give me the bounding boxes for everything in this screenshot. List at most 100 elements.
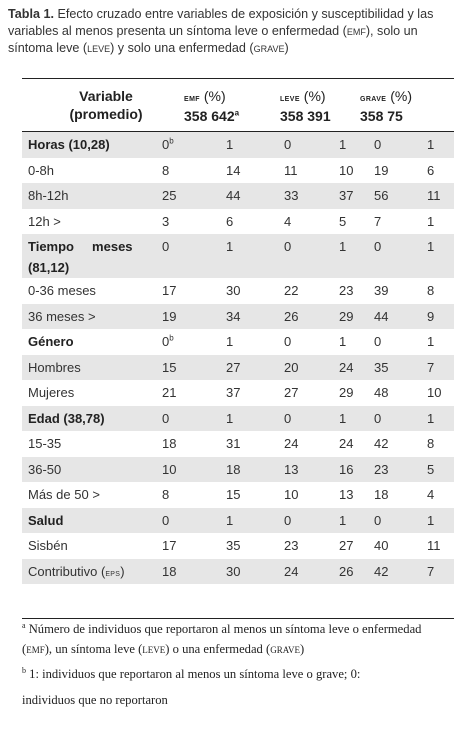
cell-value: 15 [162, 359, 177, 375]
table-row: 0-8h 8 14 11 10 19 6 [22, 158, 454, 184]
cell-value: 1 [339, 137, 347, 152]
footnote-b-marker: b [22, 665, 26, 675]
cell-value: 1 [226, 137, 234, 152]
cell-value: 35 [374, 359, 389, 375]
cell-value: 11 [427, 188, 441, 203]
cell-value: 42 [374, 563, 389, 579]
row-label: Edad (38,78) [28, 410, 105, 426]
row-label: Horas (10,28) [28, 137, 110, 152]
table-row: Más de 50 > 8 15 10 13 18 4 [22, 482, 454, 508]
footnote-b: b 1: individuos que reportaron al menos … [22, 661, 454, 713]
cell-value: 33 [284, 188, 299, 203]
table-row: Tiempo meses (81,12) 0 1 0 1 0 1 [22, 234, 454, 278]
cell-value: 21 [162, 385, 177, 400]
header-leve-pct: (%) [299, 88, 326, 104]
cell-value: 14 [226, 162, 241, 178]
cell-value: 31 [226, 436, 241, 451]
header-emf: emf (%) 358 642a [184, 87, 239, 125]
data-table: Variable (promedio) emf (%) 358 642a lev… [22, 78, 454, 584]
cell-value: 0 [284, 512, 292, 528]
cell-value: 26 [339, 563, 354, 579]
cell-value: 44 [374, 308, 389, 324]
cell-value: 0b [162, 137, 174, 152]
cell-value: 23 [284, 538, 299, 553]
cell-value: 5 [427, 461, 435, 477]
table-row: 0-36 meses 17 30 22 23 39 8 [22, 278, 454, 304]
cell-value: 23 [374, 461, 389, 477]
header-leve: leve (%) 358 391 [280, 87, 331, 125]
footnote-a: a Número de individuos que reportaron al… [22, 619, 454, 659]
cell-value: 35 [226, 538, 241, 553]
cell-value: 44 [226, 188, 241, 203]
cell-value: 1 [427, 410, 435, 426]
cell-value: 40 [374, 538, 389, 553]
cell-sup: b [169, 333, 174, 343]
cell-value: 30 [226, 283, 241, 298]
cell-value: 26 [284, 308, 299, 324]
cell-value: 1 [427, 239, 435, 254]
row-label: 12h > [28, 213, 61, 229]
table-row: 12h > 3 6 4 5 7 1 [22, 209, 454, 235]
cell-value: 19 [374, 162, 389, 178]
cell-value: 0b [162, 334, 174, 349]
header-leve-n: 358 391 [280, 108, 331, 124]
cell-value: 17 [162, 538, 177, 553]
table-row: 36 meses > 19 34 26 29 44 9 [22, 303, 454, 329]
table-row: Sisbén 17 35 23 27 40 11 [22, 533, 454, 559]
cell-value: 0 [374, 239, 382, 254]
cell-value: 18 [162, 436, 177, 451]
row-label: Sisbén [28, 538, 68, 553]
caption-emf: emf [346, 24, 366, 38]
cell-value: 13 [339, 487, 354, 502]
cell-value: 29 [339, 308, 354, 324]
table-row: Horas (10,28) 0b 1 0 1 0 1 [22, 132, 454, 158]
row-label: Mujeres [28, 385, 75, 400]
row-label: Hombres [28, 359, 81, 375]
cell-value: 1 [339, 239, 347, 254]
cell-value: 24 [284, 436, 299, 451]
cell-value: 20 [284, 359, 299, 375]
row-label-text: ) [120, 563, 125, 579]
cell-value: 13 [284, 461, 299, 477]
cell-value: 9 [427, 308, 435, 324]
cell-value: 11 [284, 162, 298, 178]
footnote-text: individuos que no reportaron [22, 693, 168, 707]
row-label: 0-8h [28, 162, 55, 178]
cell-value: 1 [427, 213, 435, 229]
row-label-eps: eps [105, 567, 121, 579]
cell-value: 56 [374, 188, 389, 203]
caption-text: ), solo un síntoma leve ( [8, 24, 418, 55]
cell-value: 18 [162, 563, 177, 579]
row-label: 8h-12h [28, 188, 69, 203]
row-label-line1: Tiempo meses [28, 239, 133, 254]
cell-value: 7 [427, 359, 435, 375]
cell-value: 6 [226, 213, 234, 229]
footnote-text: ) o una enfermedad ( [165, 642, 271, 656]
table-row: 36-50 10 18 13 16 23 5 [22, 456, 454, 482]
row-label: 15-35 [28, 436, 62, 451]
row-label: 0-36 meses [28, 283, 96, 298]
cell-value: 15 [226, 487, 241, 502]
cell-value: 0 [284, 410, 292, 426]
cell-sup: b [169, 136, 174, 146]
cell-value: 1 [339, 512, 347, 528]
cell-value: 24 [339, 359, 354, 375]
cell-value: 11 [427, 538, 441, 553]
cell-value: 1 [226, 410, 234, 426]
cell-value: 1 [339, 410, 347, 426]
cell-value: 4 [284, 213, 292, 229]
cell-value: 0 [374, 137, 382, 152]
cell-value: 24 [339, 436, 354, 451]
cell-value: 1 [427, 512, 435, 528]
row-label: Más de 50 > [28, 487, 100, 502]
table-caption: Tabla 1. Efecto cruzado entre variables … [8, 6, 460, 57]
header-variable-line2: (promedio) [69, 106, 143, 122]
cell-value: 22 [284, 283, 299, 298]
cell-value: 1 [427, 334, 435, 349]
cell-value: 29 [339, 385, 354, 400]
cell-value: 8 [162, 162, 170, 178]
cell-value: 0 [374, 334, 382, 349]
cell-value: 10 [427, 385, 442, 400]
header-leve-label: leve [280, 92, 300, 104]
caption-text: Efecto cruzado entre variables de exposi… [8, 7, 434, 38]
